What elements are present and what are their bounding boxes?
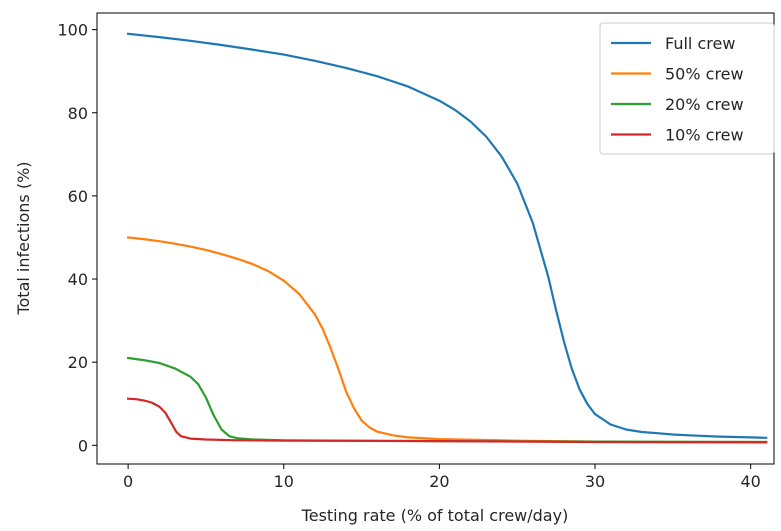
ticks-layer: 0 10 20 30 40 0 20 40 60 80 100: [57, 21, 760, 491]
legend-label-2: 20% crew: [665, 95, 744, 114]
plot-frame: [96, 12, 775, 465]
x-axis-label: Testing rate (% of total crew/day): [301, 506, 569, 525]
x-tick-label: 20: [429, 472, 449, 491]
series-line-1: [126, 236, 768, 444]
series-line-0: [126, 32, 768, 439]
legend: Full crew 50% crew 20% crew 10% crew: [599, 22, 775, 155]
x-tick-label: 30: [585, 472, 605, 491]
series-layer: [126, 32, 768, 444]
y-tick-label: 80: [68, 104, 88, 123]
x-tick-label: 0: [123, 472, 133, 491]
legend-box: [599, 22, 775, 155]
y-tick-label: 0: [78, 436, 88, 455]
y-axis-label: Total infections (%): [14, 161, 33, 315]
legend-label-3: 10% crew: [665, 126, 744, 145]
x-tick-label: 10: [274, 472, 294, 491]
y-tick-label: 100: [57, 21, 88, 40]
y-tick-label: 60: [68, 187, 88, 206]
x-tick-label: 40: [740, 472, 760, 491]
y-tick-label: 40: [68, 270, 88, 289]
legend-label-0: Full crew: [665, 34, 735, 53]
series-line-3: [126, 397, 768, 444]
y-tick-label: 20: [68, 353, 88, 372]
legend-label-1: 50% crew: [665, 65, 744, 84]
series-line-2: [126, 356, 768, 444]
